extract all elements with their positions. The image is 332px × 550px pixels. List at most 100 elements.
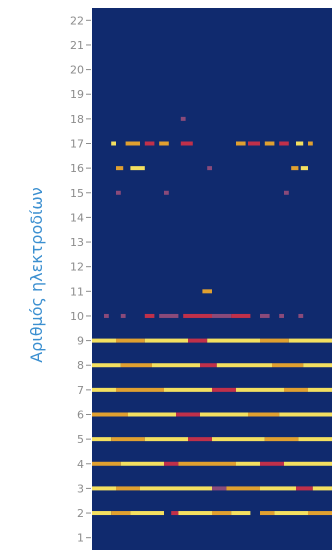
y-tick-label: 16 — [70, 162, 84, 175]
heatmap-cell — [248, 141, 260, 146]
heatmap-cell — [231, 511, 251, 516]
heatmap-cell — [144, 141, 155, 146]
heatmap-cell — [260, 313, 270, 318]
heatmap-cell — [288, 338, 332, 343]
heatmap-cell — [284, 387, 308, 392]
heatmap-cell — [298, 313, 304, 318]
heatmap-cell — [188, 437, 212, 442]
y-tick-label: 6 — [77, 409, 84, 422]
heatmap-cell — [279, 412, 332, 417]
heatmap-cell — [111, 141, 116, 146]
heatmap-cell — [200, 363, 217, 368]
heatmap-cell — [104, 313, 109, 318]
heatmap-cell — [125, 141, 140, 146]
heatmap-cell — [130, 511, 164, 516]
heatmap-cell — [140, 486, 212, 491]
heatmap-cell — [111, 511, 131, 516]
heatmap-cell — [92, 486, 116, 491]
heatmap-cell — [291, 166, 299, 171]
heatmap-cell — [308, 387, 332, 392]
y-tick-label: 7 — [77, 384, 84, 397]
heatmap-cell — [231, 313, 251, 318]
heatmap-cell — [212, 486, 227, 491]
heatmap-cell — [164, 461, 179, 466]
heatmap-cell — [120, 461, 164, 466]
heatmap-cell — [296, 141, 304, 146]
y-tick-label: 12 — [70, 261, 84, 274]
heatmap-cell — [264, 437, 299, 442]
y-axis-title-group: Αριθμός ηλεκτροδίων — [27, 187, 46, 363]
heatmap-cell — [164, 190, 169, 195]
heatmap-cell — [298, 437, 332, 442]
heatmap-cell — [180, 116, 186, 121]
heatmap-cell — [116, 166, 124, 171]
heatmap-cell — [308, 511, 332, 516]
heatmap-cell — [236, 461, 260, 466]
heatmap-cell — [120, 313, 126, 318]
heatmap-cell — [212, 313, 232, 318]
heatmap-cell — [183, 313, 212, 318]
heatmap-cell — [116, 387, 164, 392]
y-axis-title: Αριθμός ηλεκτροδίων — [27, 187, 46, 363]
heatmap-cell — [92, 461, 121, 466]
heatmap-cell — [159, 313, 179, 318]
heatmap-cell — [178, 461, 236, 466]
heatmap-cell — [116, 338, 145, 343]
heatmap-cell — [236, 387, 284, 392]
y-tick-label: 3 — [77, 482, 84, 495]
y-tick-label: 11 — [70, 285, 84, 298]
heatmap-cell — [152, 363, 200, 368]
heatmap-cell — [279, 313, 284, 318]
heatmap-cell — [130, 166, 145, 171]
heatmap-cell — [92, 338, 116, 343]
heatmap-cell — [284, 190, 289, 195]
y-tick-label: 1 — [77, 532, 84, 545]
heatmap-cell — [272, 363, 304, 368]
heatmap-cell — [248, 412, 280, 417]
heatmap-cell — [207, 166, 212, 171]
heatmap-cell — [264, 141, 275, 146]
y-tick-label: 2 — [77, 507, 84, 520]
heatmap-cell — [216, 363, 272, 368]
heatmap-cell — [164, 387, 212, 392]
y-tick-label: 20 — [70, 64, 84, 77]
heatmap-cell — [312, 486, 332, 491]
heatmap-cell — [92, 387, 116, 392]
heatmap-cell — [207, 338, 260, 343]
heatmap-cell — [159, 141, 169, 146]
heatmap-cell — [92, 437, 112, 442]
heatmap-cell — [92, 363, 121, 368]
heatmap-cell — [260, 338, 289, 343]
heatmap-cell — [92, 412, 128, 417]
y-tick-label: 9 — [77, 335, 84, 348]
heatmap-cell — [226, 486, 260, 491]
y-tick-label: 19 — [70, 88, 84, 101]
y-tick-label: 4 — [77, 458, 84, 471]
heatmap-cell — [236, 141, 246, 146]
heatmap-cell — [212, 511, 232, 516]
heatmap-cell — [144, 313, 155, 318]
heatmap-cell — [176, 412, 200, 417]
heatmap-cell — [202, 289, 212, 294]
heatmap-cell — [116, 486, 140, 491]
heatmap-cell — [260, 511, 275, 516]
heatmap-cell — [212, 387, 236, 392]
y-tick-label: 21 — [70, 39, 84, 52]
heatmap-cell — [303, 363, 332, 368]
heatmap-cell — [120, 363, 152, 368]
heatmap-cell — [92, 511, 112, 516]
y-tick-label: 5 — [77, 433, 84, 446]
heatmap-cell — [128, 412, 176, 417]
y-tick-label: 10 — [70, 310, 84, 323]
heatmap-cell — [144, 338, 188, 343]
heatmap-cell — [144, 437, 188, 442]
heatmap-cell — [260, 486, 296, 491]
y-tick-label: 14 — [70, 211, 84, 224]
heatmap-cell — [279, 141, 289, 146]
heatmap-cell — [296, 486, 313, 491]
heatmap-cell — [274, 511, 308, 516]
heatmap-cell — [284, 461, 332, 466]
heatmap-cell — [188, 338, 208, 343]
y-tick-label: 15 — [70, 187, 84, 200]
